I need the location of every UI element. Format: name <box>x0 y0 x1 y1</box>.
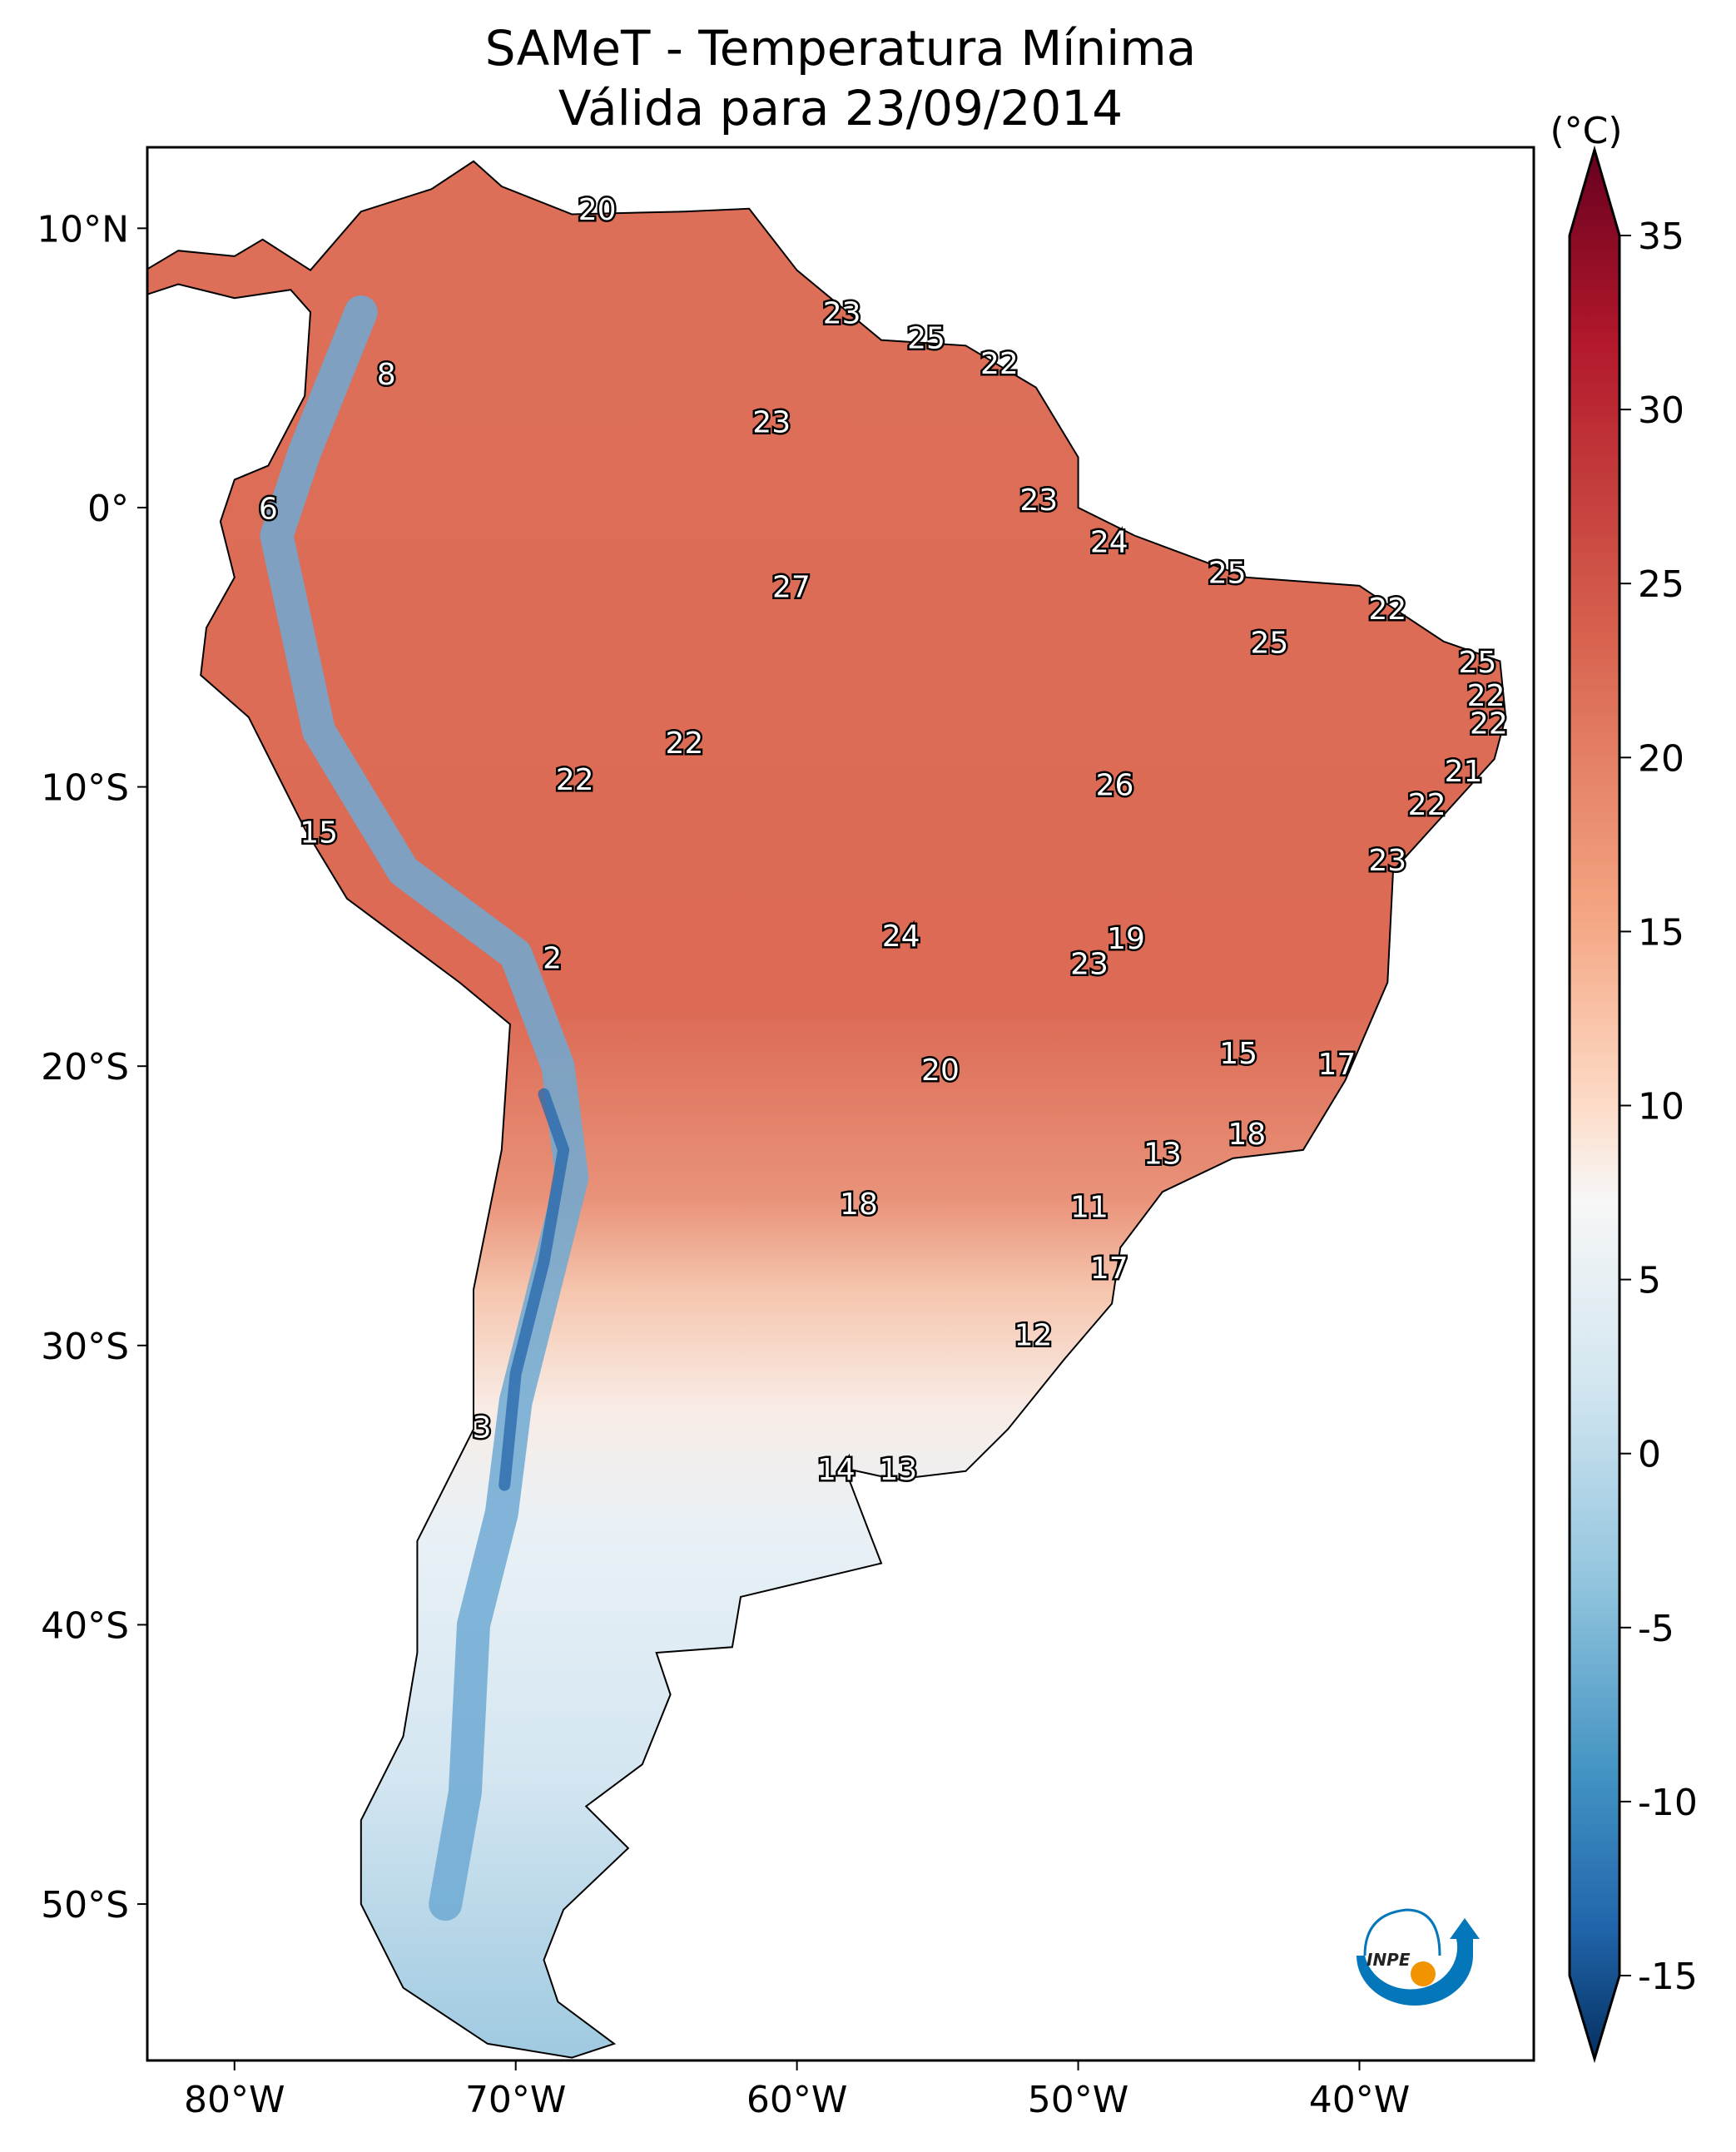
colorbar-tick-label: -15 <box>1638 1956 1698 1998</box>
x-tick-label: 70°W <box>465 2079 567 2121</box>
map-frame <box>146 146 1535 2062</box>
x-axis-ticks: 80°W 70°W 60°W 50°W 40°W <box>184 2060 1410 2121</box>
temperature-label: 25 <box>1459 646 1497 680</box>
inpe-logo-text: INPE <box>1366 1950 1411 1970</box>
temperature-label: 15 <box>300 816 338 850</box>
colorbar-tick-label: 15 <box>1638 911 1684 954</box>
colorbar-tick-label: -10 <box>1638 1782 1698 1824</box>
temperature-label: 22 <box>556 763 594 797</box>
colorbar-unit: (°C) <box>1550 110 1622 152</box>
temperature-label: 11 <box>1070 1190 1109 1224</box>
colorbar-tick-label: -5 <box>1638 1608 1674 1650</box>
colorbar-tick-label: 25 <box>1638 563 1684 606</box>
temperature-label: 22 <box>1470 707 1508 741</box>
temperature-label: 23 <box>1368 844 1406 878</box>
temperature-label: 13 <box>879 1453 917 1487</box>
temperature-label: 27 <box>772 570 811 604</box>
temperature-label: 22 <box>980 347 1019 381</box>
temperature-label: 24 <box>1090 526 1128 560</box>
y-tick-label: 0° <box>87 488 129 530</box>
temperature-label: 6 <box>259 492 278 526</box>
map-title: SAMeT - Temperatura Mínima <box>485 20 1197 77</box>
temperature-label: 26 <box>1096 769 1134 803</box>
colorbar-tick-label: 20 <box>1638 737 1684 780</box>
temperature-label: 19 <box>1107 922 1145 956</box>
temperature-label: 14 <box>817 1453 856 1487</box>
temperature-label: 23 <box>1070 947 1109 981</box>
temperature-label: 23 <box>1019 483 1058 518</box>
andes-cold-band <box>260 295 589 1921</box>
colorbar: (°C) 35 30 25 20 15 10 5 0 -5 -10 -15 <box>1550 110 1698 2064</box>
temperature-label: 13 <box>1143 1138 1182 1172</box>
y-tick-label: 30°S <box>41 1326 129 1368</box>
inpe-logo: INPE <box>1357 1908 1480 2006</box>
x-tick-label: 80°W <box>184 2079 285 2121</box>
x-tick-label: 40°W <box>1309 2079 1411 2121</box>
temperature-label: 22 <box>1408 788 1446 822</box>
colorbar-body <box>1568 145 1621 2064</box>
temperature-label: 25 <box>1208 556 1247 590</box>
temperature-label: 15 <box>1219 1037 1257 1071</box>
south-america-landmass <box>147 160 1507 2059</box>
y-tick-label: 50°S <box>41 1884 129 1926</box>
y-tick-label: 10°N <box>37 208 129 250</box>
temperature-label: 12 <box>1014 1319 1053 1353</box>
y-tick-label: 20°S <box>41 1046 129 1088</box>
temperature-label: 17 <box>1318 1048 1357 1082</box>
temperature-label: 17 <box>1090 1252 1128 1286</box>
temperature-label: 18 <box>840 1188 878 1222</box>
temperature-label: 20 <box>578 193 617 227</box>
temperature-label: 25 <box>1250 626 1288 660</box>
temperature-label: 3 <box>473 1411 492 1445</box>
colorbar-tick-label: 30 <box>1638 389 1684 432</box>
temperature-label: 22 <box>666 726 704 761</box>
x-tick-label: 50°W <box>1028 2079 1129 2121</box>
temperature-label: 2 <box>543 942 562 976</box>
temperature-label: 22 <box>1467 679 1505 713</box>
temperature-label: 23 <box>752 405 791 439</box>
temperature-label: 25 <box>907 322 945 356</box>
colorbar-tick-label: 5 <box>1638 1260 1661 1302</box>
temperature-label: 20 <box>921 1054 960 1088</box>
temperature-label: 23 <box>823 296 861 330</box>
y-tick-label: 10°S <box>41 767 129 810</box>
y-tick-label: 40°S <box>41 1604 129 1647</box>
temperature-label: 21 <box>1445 755 1483 789</box>
temperature-label: 8 <box>377 358 396 392</box>
x-tick-label: 60°W <box>746 2079 848 2121</box>
temperature-label: 24 <box>882 920 920 954</box>
y-axis-ticks: 10°N 0° 10°S 20°S 30°S 40°S 50°S <box>37 208 147 1926</box>
colorbar-tick-label: 10 <box>1638 1086 1684 1128</box>
temperature-label: 22 <box>1368 593 1406 627</box>
temperature-label: 18 <box>1228 1118 1266 1152</box>
colorbar-tick-label: 35 <box>1638 216 1684 258</box>
map-subtitle: Válida para 23/09/2014 <box>558 80 1123 136</box>
andes-coldest-band <box>498 1088 570 1491</box>
colorbar-ticks: 35 30 25 20 15 10 5 0 -5 -10 -15 <box>1619 216 1698 1998</box>
colorbar-tick-label: 0 <box>1638 1434 1661 1476</box>
